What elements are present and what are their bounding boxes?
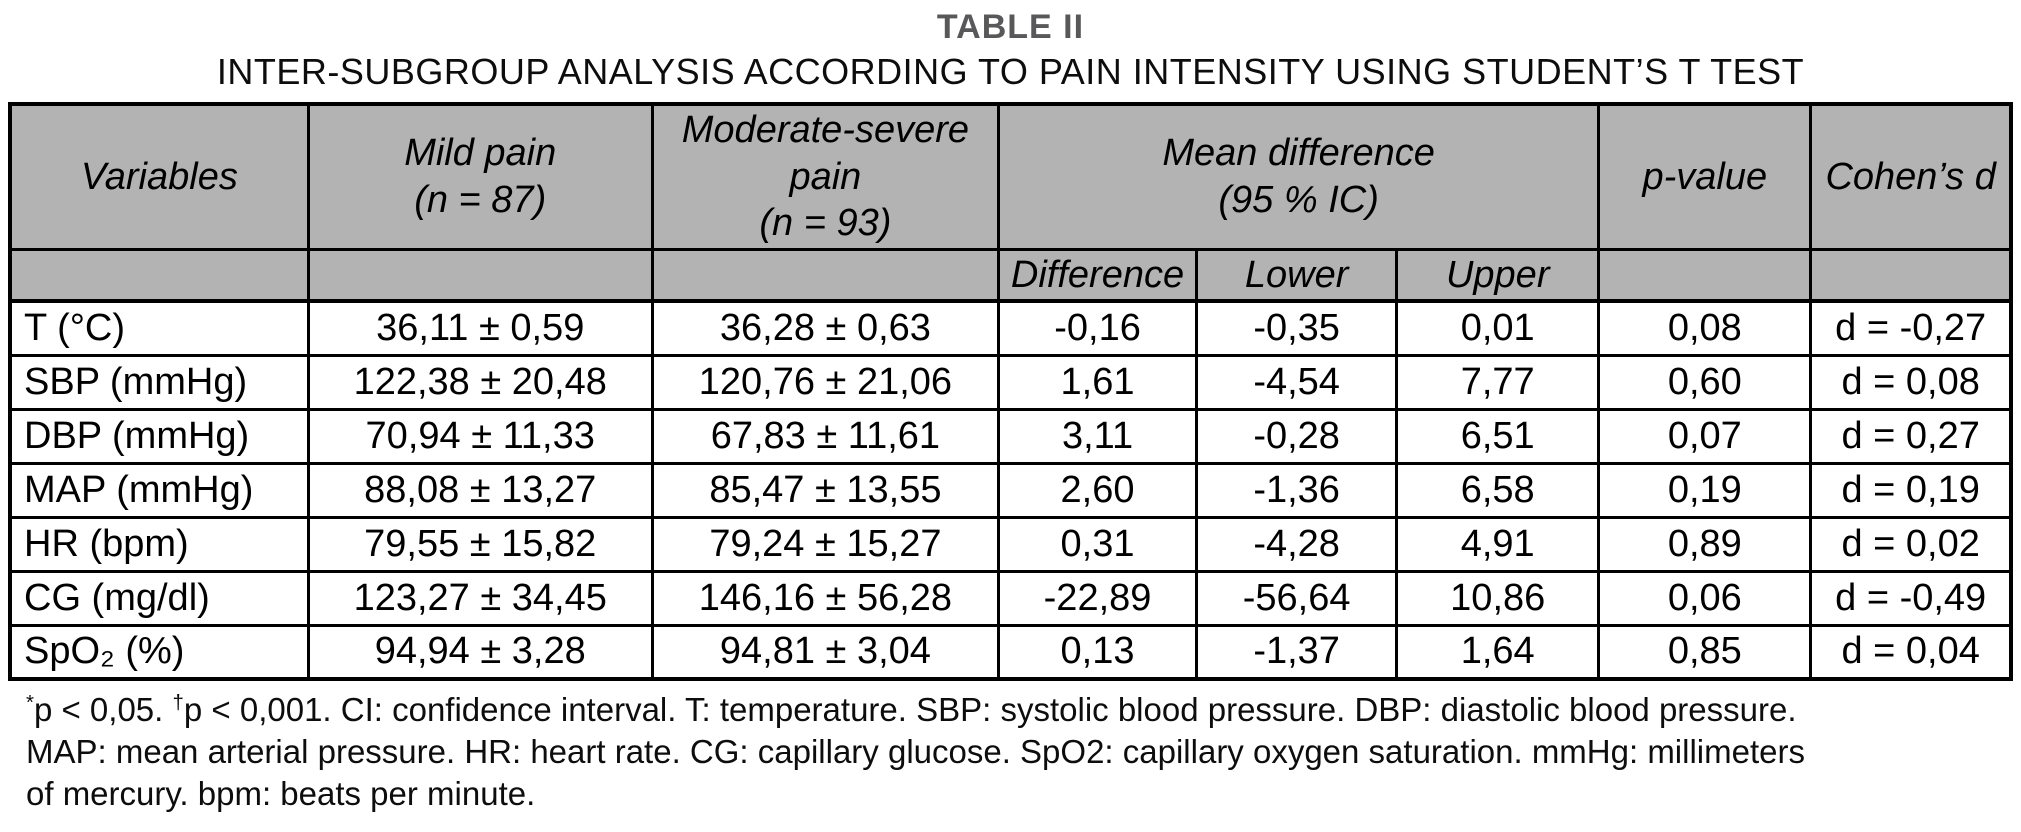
sub-header-upper: Upper [1395,247,1601,303]
difference-cell: 0,13 [996,623,1199,681]
moderate-severe-cell: 36,28 ± 0,63 [650,299,1000,357]
mild-pain-cell: 79,55 ± 15,82 [306,515,654,573]
difference-cell: 0,31 [996,515,1199,573]
significance-asterisk: * [26,691,34,714]
p-value-cell: 0,19 [1597,461,1813,519]
lower-cell: -1,37 [1195,623,1399,681]
empty-header-cell [650,247,1000,303]
moderate-severe-cell: 85,47 ± 13,55 [650,461,1000,519]
p-value-cell: 0,07 [1597,407,1813,465]
lower-cell: -0,35 [1195,299,1399,357]
mild-pain-cell: 122,38 ± 20,48 [306,353,654,411]
cohens-d-cell: d = -0,49 [1809,569,2013,627]
table-row: CG (mg/dl) 123,27 ± 34,45 146,16 ± 56,28… [8,569,2013,627]
table-row: T (°C) 36,11 ± 0,59 36,28 ± 0,63 -0,16 -… [8,299,2013,357]
results-table: Variables Mild pain (n = 87) Moderate-se… [8,102,2013,681]
p-value-cell: 0,08 [1597,299,1813,357]
footnote-line-2: MAP: mean arterial pressure. HR: heart r… [26,733,1805,770]
variable-cell: MAP (mmHg) [8,461,310,519]
significance-dagger: † [172,691,184,714]
table-row: MAP (mmHg) 88,08 ± 13,27 85,47 ± 13,55 2… [8,461,2013,519]
upper-cell: 0,01 [1395,299,1601,357]
cohens-d-cell: d = -0,27 [1809,299,2013,357]
cohens-d-cell: d = 0,19 [1809,461,2013,519]
cohens-d-cell: d = 0,02 [1809,515,2013,573]
table-row: SBP (mmHg) 122,38 ± 20,48 120,76 ± 21,06… [8,353,2013,411]
cohens-d-cell: d = 0,27 [1809,407,2013,465]
variable-cell: SpO₂ (%) [8,623,310,681]
upper-cell: 6,51 [1395,407,1601,465]
table-row: HR (bpm) 79,55 ± 15,82 79,24 ± 15,27 0,3… [8,515,2013,573]
mild-pain-cell: 123,27 ± 34,45 [306,569,654,627]
p-value-cell: 0,89 [1597,515,1813,573]
table-number-title: TABLE II [936,8,1085,46]
mild-pain-cell: 94,94 ± 3,28 [306,623,654,681]
table-footnote: *p < 0,05. †p < 0,001. CI: confidence in… [26,689,2007,815]
upper-cell: 4,91 [1395,515,1601,573]
empty-header-cell [1809,247,2013,303]
lower-cell: -0,28 [1195,407,1399,465]
p-value-cell: 0,60 [1597,353,1813,411]
variable-cell: HR (bpm) [8,515,310,573]
difference-cell: 1,61 [996,353,1199,411]
footnote-line-3: of mercury. bpm: beats per minute. [26,775,536,812]
difference-cell: 3,11 [996,407,1199,465]
col-header-variables: Variables [8,102,310,251]
lower-cell: -1,36 [1195,461,1399,519]
moderate-severe-cell: 146,16 ± 56,28 [650,569,1000,627]
p-value-cell: 0,06 [1597,569,1813,627]
moderate-severe-cell: 120,76 ± 21,06 [650,353,1000,411]
empty-header-cell [306,247,654,303]
mild-pain-cell: 70,94 ± 11,33 [306,407,654,465]
upper-cell: 10,86 [1395,569,1601,627]
footnote-line-1: *p < 0,05. †p < 0,001. CI: confidence in… [26,691,1797,728]
upper-cell: 1,64 [1395,623,1601,681]
col-header-moderate-severe-pain: Moderate-severe pain (n = 93) [650,102,1000,251]
difference-cell: 2,60 [996,461,1199,519]
difference-cell: -0,16 [996,299,1199,357]
p-value-cell: 0,85 [1597,623,1813,681]
table-subtitle: INTER-SUBGROUP ANALYSIS ACCORDING TO PAI… [216,51,1805,92]
empty-header-cell [8,247,310,303]
lower-cell: -4,54 [1195,353,1399,411]
moderate-severe-cell: 67,83 ± 11,61 [650,407,1000,465]
lower-cell: -56,64 [1195,569,1399,627]
upper-cell: 7,77 [1395,353,1601,411]
mild-pain-cell: 88,08 ± 13,27 [306,461,654,519]
table-caption: TABLE II INTER-SUBGROUP ANALYSIS ACCORDI… [0,8,2021,93]
variable-cell: T (°C) [8,299,310,357]
col-header-p-value: p-value [1597,102,1813,251]
difference-cell: -22,89 [996,569,1199,627]
variable-cell: SBP (mmHg) [8,353,310,411]
empty-header-cell [1597,247,1813,303]
upper-cell: 6,58 [1395,461,1601,519]
cohens-d-cell: d = 0,04 [1809,623,2013,681]
table-row: DBP (mmHg) 70,94 ± 11,33 67,83 ± 11,61 3… [8,407,2013,465]
col-header-mild-pain: Mild pain (n = 87) [306,102,654,251]
sub-header-difference: Difference [996,247,1199,303]
cohens-d-cell: d = 0,08 [1809,353,2013,411]
variable-cell: DBP (mmHg) [8,407,310,465]
variable-cell: CG (mg/dl) [8,569,310,627]
header-row-main: Variables Mild pain (n = 87) Moderate-se… [8,102,2013,251]
sub-header-lower: Lower [1195,247,1399,303]
header-row-sub: Difference Lower Upper [8,247,2013,303]
table-row: SpO₂ (%) 94,94 ± 3,28 94,81 ± 3,04 0,13 … [8,623,2013,681]
col-header-mean-difference: Mean difference (95 % IC) [996,102,1601,251]
col-header-cohens-d: Cohen’s d [1809,102,2013,251]
lower-cell: -4,28 [1195,515,1399,573]
mild-pain-cell: 36,11 ± 0,59 [306,299,654,357]
moderate-severe-cell: 79,24 ± 15,27 [650,515,1000,573]
moderate-severe-cell: 94,81 ± 3,04 [650,623,1000,681]
